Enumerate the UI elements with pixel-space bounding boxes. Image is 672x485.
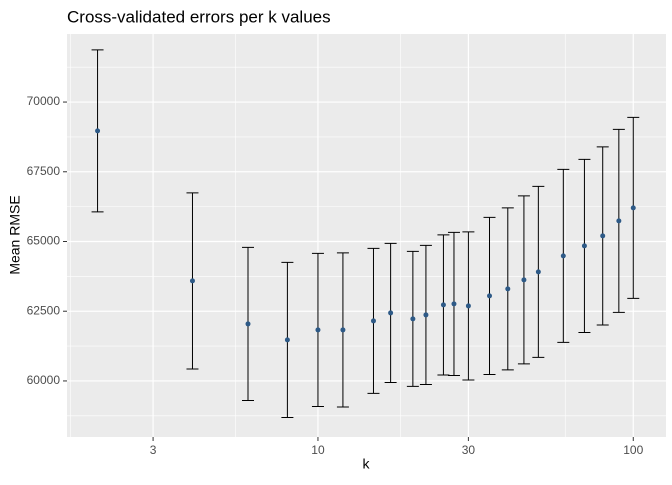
x-tick-label: 30	[462, 443, 476, 457]
x-tick-label: 100	[623, 443, 643, 457]
marks	[91, 49, 640, 418]
point	[410, 316, 416, 322]
y-tick-label: 60000	[27, 373, 61, 387]
point	[315, 327, 321, 333]
x-axis-label: k	[363, 456, 371, 472]
chart-title: Cross-validated errors per k values	[67, 7, 331, 26]
point	[616, 218, 622, 224]
y-tick-label: 70000	[27, 94, 61, 108]
point	[487, 293, 493, 299]
point	[284, 337, 290, 343]
x-tick-label: 3	[150, 443, 157, 457]
point	[465, 303, 471, 309]
point	[600, 233, 606, 239]
y-tick-label: 62500	[27, 303, 61, 317]
y-axis-label: Mean RMSE	[7, 195, 23, 274]
point	[451, 301, 457, 307]
y-tick-label: 65000	[27, 234, 61, 248]
point	[505, 286, 511, 292]
x-tick-label: 10	[311, 443, 325, 457]
point	[521, 277, 527, 283]
point	[440, 302, 446, 308]
point	[95, 128, 101, 134]
point	[189, 278, 195, 284]
point	[388, 310, 394, 316]
point	[535, 269, 541, 275]
point	[370, 318, 376, 324]
point	[630, 205, 636, 211]
point	[340, 327, 346, 333]
point	[423, 312, 429, 318]
panel	[67, 34, 666, 437]
point	[245, 321, 251, 327]
grid: 60000 62500 65000 67500 70000 3 10 30 100	[27, 34, 666, 457]
y-tick-label: 67500	[27, 164, 61, 178]
point	[560, 253, 566, 259]
point	[581, 243, 587, 249]
